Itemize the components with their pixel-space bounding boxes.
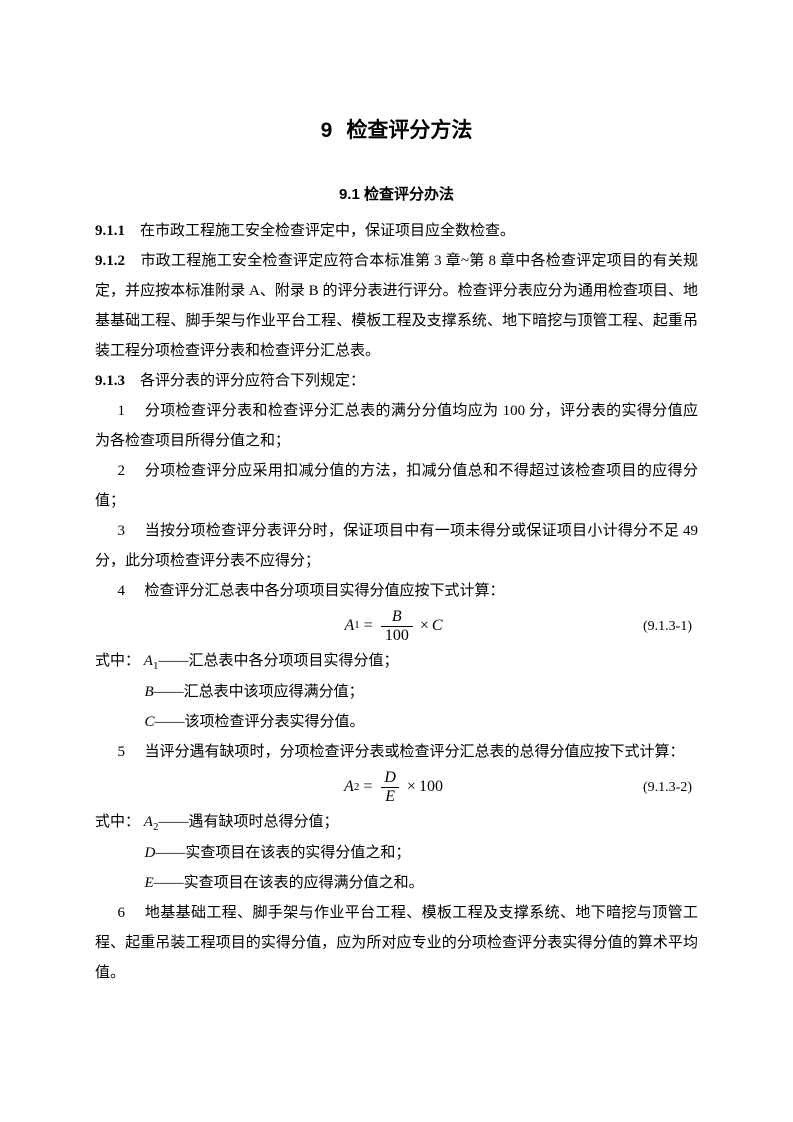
- item-text: 当按分项检查评分表评分时，保证项目中有一项未得分或保证项目小计得分不足 49 分…: [95, 523, 698, 569]
- clause-text: 在市政工程施工安全检查评定中，保证项目应全数检查。: [140, 223, 515, 239]
- where-text: ——汇总表中各分项项目实得分值；: [158, 653, 398, 669]
- formula-body: A2 = D E × 100: [344, 769, 443, 805]
- formula-lhs-sub: 1: [354, 618, 360, 633]
- item-text: 地基基础工程、脚手架与作业平台工程、模板工程及支撑系统、地下暗挖与顶管工程、起重…: [95, 905, 698, 981]
- chapter-title: 9 检查评分方法: [95, 110, 698, 152]
- fraction-denominator: 100: [381, 626, 413, 645]
- list-item-1: 1分项检查评分表和检查评分汇总表的满分分值均应为 100 分，评分表的实得分值应…: [95, 396, 698, 456]
- fraction-numerator: B: [388, 608, 406, 626]
- where-var: C: [145, 714, 155, 730]
- clause-9-1-1: 9.1.1 在市政工程施工安全检查评定中，保证项目应全数检查。: [95, 216, 698, 246]
- fraction-denominator: E: [381, 787, 399, 806]
- clause-9-1-2: 9.1.2 市政工程施工安全检查评定应符合本标准第 3 章~第 8 章中各检查评…: [95, 246, 698, 366]
- where-var: D: [145, 845, 156, 861]
- chapter-title-text: 检查评分方法: [346, 119, 472, 142]
- item-text: 检查评分汇总表中各分项项目实得分值应按下式计算：: [145, 583, 505, 599]
- where-var: E: [145, 875, 154, 891]
- formula-body: A1 = B 100 × C: [345, 608, 443, 644]
- section-title-text: 检查评分办法: [364, 186, 454, 203]
- list-item-6: 6地基基础工程、脚手架与作业平台工程、模板工程及支撑系统、地下暗挖与顶管工程、起…: [95, 898, 698, 988]
- fraction: D E: [380, 769, 400, 805]
- item-number: 1: [118, 396, 133, 426]
- item-number: 4: [118, 576, 133, 606]
- where-var: A: [144, 653, 153, 669]
- item-number: 3: [118, 516, 133, 546]
- equation-label: (9.1.3-2): [643, 780, 692, 795]
- equation-label: (9.1.3-1): [643, 619, 692, 634]
- where-text: ——遇有缺项时总得分值；: [158, 814, 338, 830]
- item-number: 2: [118, 456, 133, 486]
- section-title: 9.1 检查评分办法: [95, 180, 698, 210]
- where-line-e: E——实查项目在该表的应得满分值之和。: [95, 868, 698, 898]
- clause-text: 市政工程施工安全检查评定应符合本标准第 3 章~第 8 章中各检查评定项目的有关…: [95, 253, 698, 359]
- where-lead-1: 式中： A1——汇总表中各分项项目实得分值；: [95, 646, 698, 677]
- where-text: ——实查项目在该表的实得分值之和；: [155, 845, 410, 861]
- item-text: 分项检查评分表和检查评分汇总表的满分分值均应为 100 分，评分表的实得分值应为…: [95, 403, 698, 449]
- item-text: 当评分遇有缺项时，分项检查评分表或检查评分汇总表的总得分值应按下式计算：: [145, 744, 685, 760]
- where-line-d: D——实查项目在该表的实得分值之和；: [95, 838, 698, 868]
- where-text: ——实查项目在该表的应得满分值之和。: [154, 875, 424, 891]
- where-line-c: C——该项检查评分表实得分值。: [95, 707, 698, 737]
- where-text: ——该项检查评分表实得分值。: [155, 714, 365, 730]
- list-item-5: 5 当评分遇有缺项时，分项检查评分表或检查评分汇总表的总得分值应按下式计算：: [95, 737, 698, 767]
- chapter-number: 9: [321, 119, 333, 142]
- clause-number: 9.1.2: [95, 253, 125, 269]
- where-text: ——汇总表中该项应得满分值；: [154, 684, 364, 700]
- where-var: A: [144, 814, 153, 830]
- formula-1: A1 = B 100 × C (9.1.3-1): [95, 608, 698, 644]
- formula-lhs-sub: 2: [354, 780, 360, 795]
- formula-2: A2 = D E × 100 (9.1.3-2): [95, 769, 698, 805]
- item-text: 分项检查评分应采用扣减分值的方法，扣减分值总和不得超过该检查项目的应得分值；: [95, 463, 698, 509]
- formula-lhs-var: A: [344, 776, 354, 798]
- item-number: 5: [118, 737, 133, 767]
- fraction-numerator: D: [380, 769, 400, 787]
- list-item-3: 3当按分项检查评分表评分时，保证项目中有一项未得分或保证项目小计得分不足 49 …: [95, 516, 698, 576]
- formula-tail: C: [432, 615, 443, 637]
- formula-lhs-var: A: [345, 615, 355, 637]
- list-item-2: 2分项检查评分应采用扣减分值的方法，扣减分值总和不得超过该检查项目的应得分值；: [95, 456, 698, 516]
- formula-tail: 100: [419, 776, 443, 798]
- where-line-b: B——汇总表中该项应得满分值；: [95, 677, 698, 707]
- section-number: 9.1: [339, 186, 360, 203]
- item-number: 6: [118, 898, 133, 928]
- where-lead-2: 式中： A2——遇有缺项时总得分值；: [95, 807, 698, 838]
- clause-text: 各评分表的评分应符合下列规定：: [140, 373, 365, 389]
- fraction: B 100: [381, 608, 413, 644]
- list-item-4: 4 检查评分汇总表中各分项项目实得分值应按下式计算：: [95, 576, 698, 606]
- clause-9-1-3-lead: 9.1.3 各评分表的评分应符合下列规定：: [95, 366, 698, 396]
- where-label: 式中：: [95, 814, 140, 830]
- where-label: 式中：: [95, 653, 140, 669]
- clause-number: 9.1.3: [95, 373, 125, 389]
- clause-number: 9.1.1: [95, 223, 125, 239]
- where-var: B: [145, 684, 154, 700]
